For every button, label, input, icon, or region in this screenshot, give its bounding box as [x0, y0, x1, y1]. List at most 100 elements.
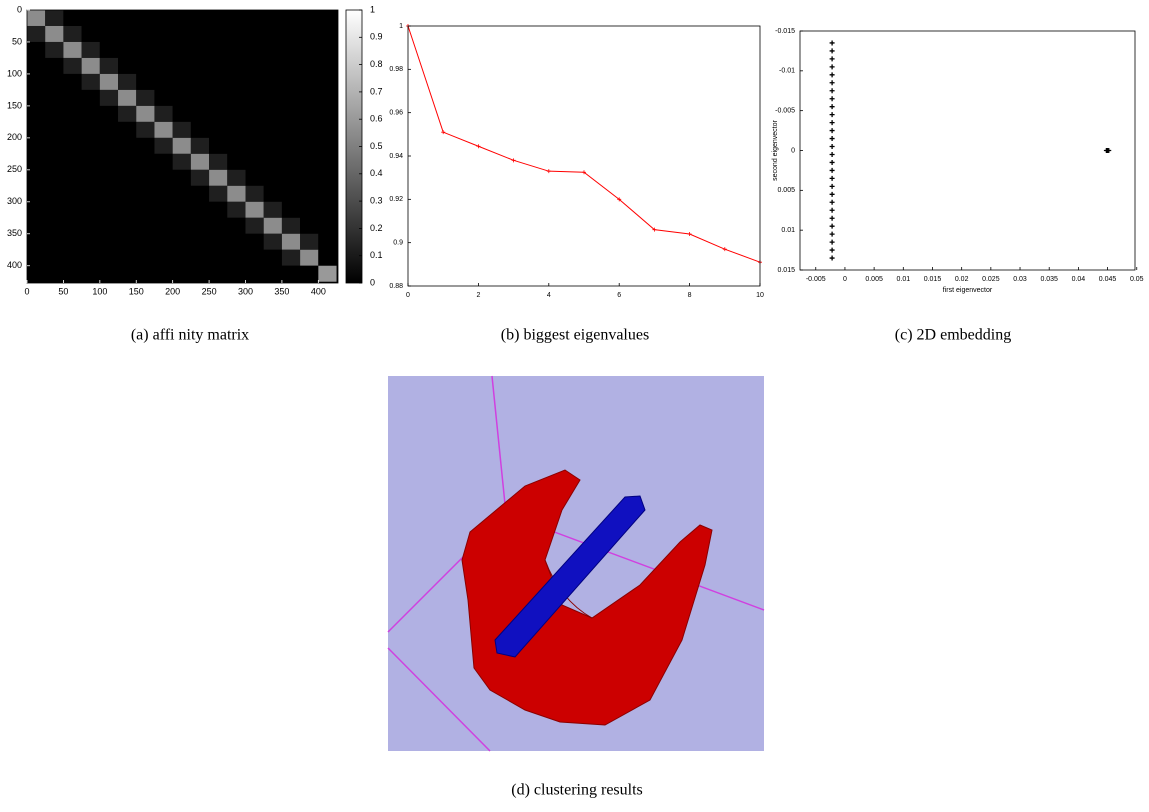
heat-cell: [263, 105, 282, 122]
heat-cell: [136, 89, 155, 106]
heat-cell: [118, 121, 137, 138]
y-tick-label: 150: [7, 100, 22, 110]
heat-cell: [227, 233, 246, 250]
heat-cell: [81, 121, 100, 138]
heat-cell: [300, 57, 319, 74]
heat-cell: [281, 89, 301, 106]
heat-cell: [45, 105, 64, 122]
heat-cell: [318, 89, 337, 106]
heat-cell: [118, 185, 137, 202]
x-tick-label: 0.02: [955, 276, 969, 283]
heat-cell: [27, 153, 46, 170]
heat-cell: [99, 137, 119, 154]
point: [829, 56, 835, 62]
heat-cell: [227, 121, 246, 138]
heat-cell: [263, 57, 282, 74]
heat-cell: [45, 57, 64, 74]
point: [687, 232, 692, 236]
heat-cell: [118, 41, 137, 58]
point: [829, 48, 835, 54]
heat-cell: [45, 217, 64, 234]
y-tick-label: 50: [12, 36, 22, 46]
heat-cell: [154, 137, 173, 154]
heat-cell: [63, 10, 82, 26]
heat-cell: [209, 121, 228, 138]
point: [829, 128, 835, 134]
x-tick-label: 300: [238, 286, 253, 296]
point: [829, 40, 835, 46]
heat-cell: [154, 73, 173, 90]
x-tick-label: 150: [129, 286, 144, 296]
heat-cell: [99, 169, 119, 186]
heat-cell: [81, 105, 100, 122]
heat-cell: [27, 10, 46, 26]
x-tick-label: 10: [756, 292, 764, 299]
heat-cell: [81, 249, 100, 266]
point: [829, 112, 835, 118]
heat-cell: [300, 25, 319, 42]
heat-cell: [81, 57, 100, 74]
heat-cell: [209, 137, 228, 154]
x-tick-label: 0: [843, 276, 847, 283]
heat-cell: [227, 217, 246, 234]
heat-cell: [318, 57, 337, 74]
point: [829, 72, 835, 78]
heat-cell: [318, 265, 337, 282]
heat-cell: [209, 89, 228, 106]
point: [829, 175, 835, 181]
x-tick-label: 0.025: [982, 276, 1000, 283]
heat-cell: [281, 217, 301, 234]
heat-cell: [172, 265, 191, 282]
x-tick-label: -0.005: [806, 276, 826, 283]
heat-cell: [227, 169, 246, 186]
heat-cell: [318, 10, 337, 26]
point: [829, 191, 835, 197]
caption: (a) affi nity matrix: [131, 327, 249, 344]
point: [829, 151, 835, 157]
colorbar-tick-label: 0.6: [370, 114, 383, 124]
x-tick-label: 200: [165, 286, 180, 296]
heat-cell: [209, 73, 228, 90]
point: [829, 144, 835, 150]
heat-cell: [318, 201, 337, 218]
heat-cell: [245, 25, 264, 42]
x-tick-label: 50: [58, 286, 68, 296]
colorbar-tick-label: 1: [370, 4, 375, 14]
point: [617, 197, 622, 202]
heat-cell: [263, 137, 282, 154]
heat-cell: [45, 185, 64, 202]
x-tick-label: 0.04: [1072, 276, 1086, 283]
x-axis-label: first eigenvector: [943, 287, 993, 294]
heat-cell: [172, 89, 191, 106]
y-tick-label: -0.01: [779, 68, 795, 75]
heat-cell: [118, 105, 137, 122]
heat-cell: [318, 137, 337, 154]
point: [582, 170, 586, 175]
point: [1106, 148, 1112, 153]
heat-cell: [263, 217, 282, 234]
point: [829, 64, 835, 70]
heat-cell: [154, 169, 173, 186]
heat-cell: [263, 249, 282, 266]
heat-cell: [63, 265, 82, 282]
point: [441, 130, 446, 135]
heat-cell: [245, 57, 264, 74]
heat-cell: [172, 217, 191, 234]
heat-cell: [118, 201, 137, 218]
colorbar-tick-label: 0.8: [370, 59, 383, 69]
heat-cell: [99, 265, 119, 282]
heat-cell: [99, 201, 119, 218]
heat-cell: [227, 25, 246, 42]
heat-cell: [118, 73, 137, 90]
heat-cell: [318, 73, 337, 90]
heat-cell: [209, 10, 228, 26]
heat-cell: [27, 185, 46, 202]
heat-cell: [281, 233, 301, 250]
caption: (b) biggest eigenvalues: [501, 327, 649, 344]
heat-cell: [172, 185, 191, 202]
colorbar-tick-label: 0.9: [370, 32, 383, 42]
heat-cell: [300, 105, 319, 122]
point: [829, 247, 835, 253]
x-tick-label: 2: [476, 292, 480, 299]
heat-cell: [172, 137, 191, 154]
